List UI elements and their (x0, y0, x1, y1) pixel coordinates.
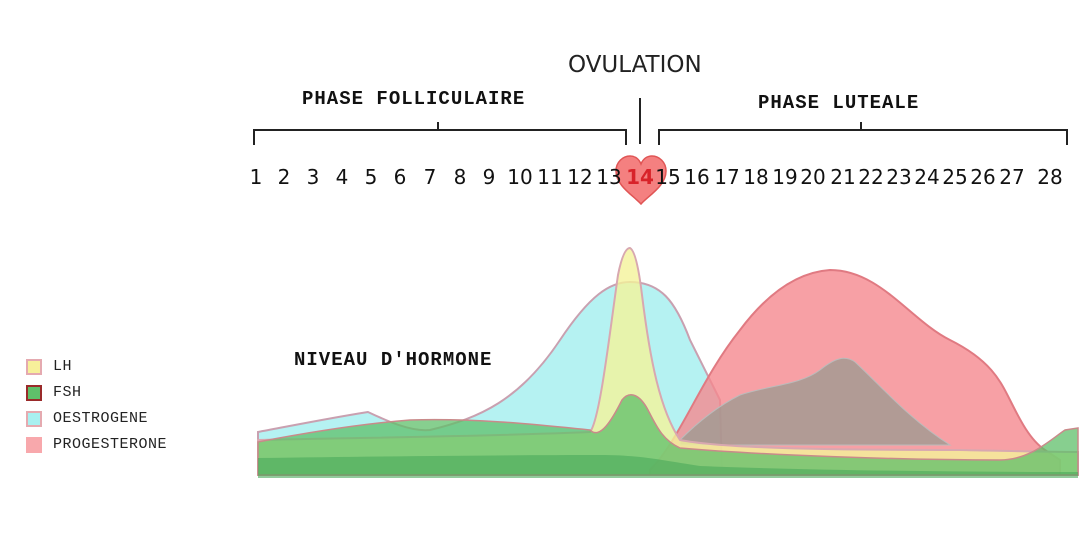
day-number: 28 (1037, 165, 1063, 189)
day-number: 7 (423, 165, 437, 189)
day-number: 19 (772, 165, 798, 189)
day-number: 18 (743, 165, 769, 189)
luteal-bracket (658, 122, 1068, 145)
day-number: 22 (858, 165, 884, 189)
legend-item: LH (26, 358, 226, 378)
legend-label: OESTROGENE (53, 410, 149, 427)
legend-label: LH (53, 358, 73, 375)
day-number: 13 (596, 165, 622, 189)
day-number: 15 (655, 165, 681, 189)
day-number: 11 (537, 165, 563, 189)
luteal-overlap-area (679, 357, 952, 446)
day-number: 6 (393, 165, 407, 189)
day-number: 26 (970, 165, 996, 189)
legend-item: PROGESTERONE (26, 436, 226, 456)
legend-swatch (26, 411, 42, 427)
follicular-phase-label: PHASE FOLLICULAIRE (302, 88, 526, 110)
y-axis-label: NIVEAU D'HORMONE (294, 349, 493, 371)
day-number: 23 (886, 165, 912, 189)
day-number: 4 (335, 165, 349, 189)
day-number: 27 (999, 165, 1025, 189)
day-number: 5 (364, 165, 378, 189)
day-number: 3 (306, 165, 320, 189)
legend-label: PROGESTERONE (53, 436, 168, 453)
day-number: 10 (507, 165, 533, 189)
luteal-phase-label: PHASE LUTEALE (758, 92, 920, 114)
follicular-bracket (253, 122, 627, 145)
day-number: 24 (914, 165, 940, 189)
day-number: 1 (249, 165, 263, 189)
legend-label: FSH (53, 384, 82, 401)
day-number: 17 (714, 165, 740, 189)
day-number: 12 (567, 165, 593, 189)
day-number: 9 (482, 165, 496, 189)
day-number: 25 (942, 165, 968, 189)
legend-item: OESTROGENE (26, 410, 226, 430)
day-number: 16 (684, 165, 710, 189)
fsh-curve (257, 394, 1079, 476)
baseline-band (258, 455, 1078, 478)
ovulation-day-number: 14 (626, 165, 654, 189)
legend-swatch (26, 385, 42, 401)
day-number: 8 (453, 165, 467, 189)
legend-swatch (26, 437, 42, 453)
ovulation-label: OVULATION (568, 52, 702, 78)
legend-item: FSH (26, 384, 226, 404)
day-number: 2 (277, 165, 291, 189)
day-number: 20 (800, 165, 826, 189)
heart-icon (615, 155, 667, 206)
day-number: 21 (830, 165, 856, 189)
ovulation-marker-line (639, 98, 641, 144)
legend-swatch (26, 359, 42, 375)
